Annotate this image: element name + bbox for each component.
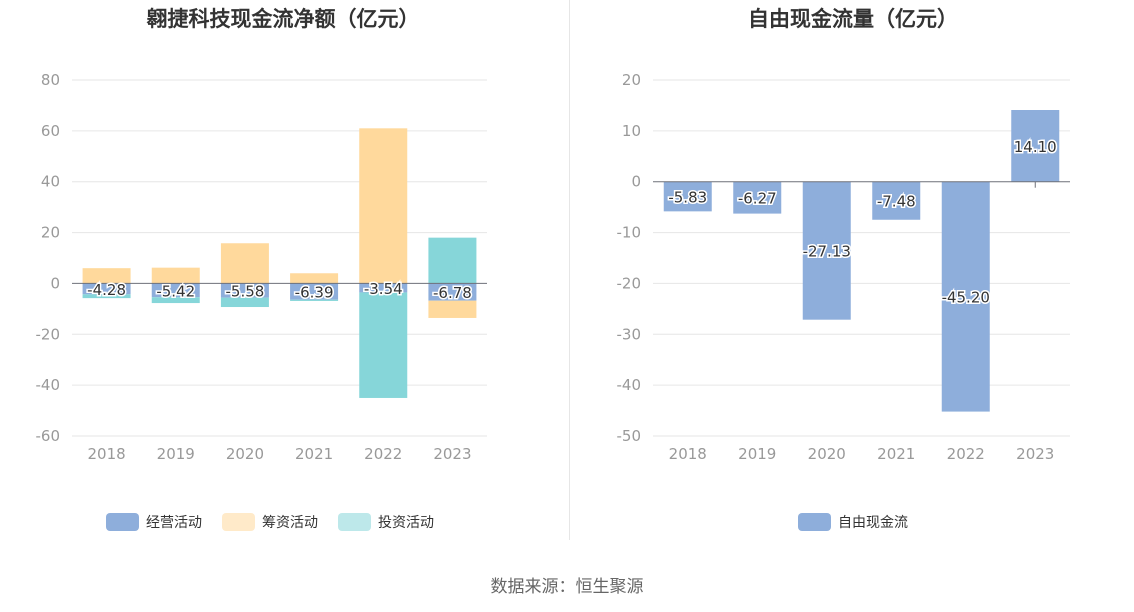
bar-经营活动-2018: [82, 283, 131, 295]
x-tick-label: 2019: [157, 445, 195, 463]
bar-筹资活动-2023: [428, 300, 477, 318]
bar-筹资活动-2019: [151, 267, 200, 284]
panel-divider: [569, 0, 570, 540]
bar-投资活动-2020: [220, 297, 269, 308]
legend-label: 经营活动: [146, 515, 202, 531]
bar-经营活动-2020: [220, 283, 269, 298]
data-label: -5.58: [226, 283, 265, 301]
y-tick-label: 20: [622, 71, 641, 89]
y-tick-label: -50: [617, 427, 642, 445]
bar-经营活动-2023: [428, 283, 477, 301]
x-tick-label: 2019: [738, 445, 776, 463]
bar-自由现金流-2023: [1011, 110, 1060, 182]
data-label: -4.28: [87, 281, 126, 299]
data-label: -3.54: [364, 280, 403, 298]
chart-title: 翱捷科技现金流净额（亿元）: [147, 7, 420, 31]
bar-投资活动-2019: [151, 297, 200, 304]
y-tick-label: -20: [36, 325, 61, 343]
bar-投资活动-2018: [82, 294, 131, 299]
bar-经营活动-2019: [151, 283, 200, 298]
x-tick-label: 2018: [87, 445, 125, 463]
legend-label: 筹资活动: [262, 514, 318, 531]
data-label: -45.20: [942, 289, 990, 307]
bar-自由现金流-2019: [733, 181, 782, 214]
data-label: -6.27: [738, 190, 777, 208]
legend-swatch: [338, 513, 371, 531]
y-tick-label: -10: [617, 224, 642, 242]
legend-swatch: [106, 513, 139, 531]
x-tick-label: 2022: [364, 445, 402, 463]
y-tick-label: 0: [631, 173, 641, 191]
data-label: -7.48: [877, 193, 916, 211]
y-tick-label: 60: [41, 122, 60, 140]
x-tick-label: 2021: [877, 445, 915, 463]
data-label: -5.83: [668, 189, 707, 207]
y-tick-label: -30: [617, 325, 642, 343]
x-tick-label: 2020: [226, 445, 264, 463]
data-label: -6.39: [295, 284, 334, 302]
y-tick-label: -40: [36, 376, 61, 394]
bar-投资活动-2023: [428, 237, 477, 284]
data-label: 14.10: [1014, 138, 1057, 156]
bar-经营活动-2021: [290, 283, 339, 300]
bar-筹资活动-2018: [82, 268, 131, 284]
y-tick-label: 0: [50, 274, 60, 292]
x-tick-label: 2021: [295, 445, 333, 463]
data-label: -5.42: [156, 282, 195, 300]
y-tick-label: -20: [617, 274, 642, 292]
bar-自由现金流-2018: [663, 181, 712, 212]
bar-自由现金流-2022: [941, 181, 990, 412]
data-label: -6.78: [433, 284, 472, 302]
bar-筹资活动-2022: [359, 128, 408, 284]
x-tick-label: 2023: [433, 445, 471, 463]
y-tick-label: 80: [41, 71, 60, 89]
bar-投资活动-2022: [359, 292, 408, 398]
y-tick-label: 20: [41, 224, 60, 242]
bar-投资活动-2021: [290, 299, 339, 301]
y-tick-label: -60: [36, 427, 61, 445]
x-tick-label: 2022: [947, 445, 985, 463]
legend-swatch: [222, 513, 255, 531]
bar-筹资活动-2021: [290, 273, 339, 284]
legend-swatch: [798, 513, 831, 531]
y-tick-label: 10: [622, 122, 641, 140]
x-tick-label: 2018: [669, 445, 707, 463]
x-tick-label: 2020: [808, 445, 846, 463]
chart-title: 自由现金流量（亿元）: [748, 7, 958, 31]
y-tick-label: -40: [617, 376, 642, 394]
bar-自由现金流-2021: [872, 181, 921, 220]
y-tick-label: 40: [41, 173, 60, 191]
data-source: 数据来源：恒生聚源: [490, 577, 644, 597]
legend-label: 自由现金流: [838, 515, 908, 531]
data-label: -27.13: [803, 243, 851, 261]
x-tick-label: 2023: [1016, 445, 1054, 463]
legend-label: 投资活动: [378, 515, 434, 531]
bar-自由现金流-2020: [802, 181, 851, 320]
bar-筹资活动-2020: [220, 243, 269, 284]
bar-经营活动-2022: [359, 283, 408, 293]
